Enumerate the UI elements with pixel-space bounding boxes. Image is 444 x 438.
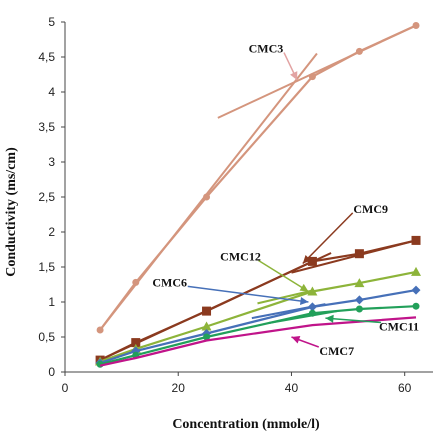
- annotation-arrowhead-cmc12: [299, 283, 309, 292]
- annotation-arrow-cmc6: [187, 285, 309, 303]
- annotation-label-cmc9: CMC9: [353, 202, 388, 216]
- fit-line-cmc3: [217, 24, 417, 119]
- data-point-cmc9: [411, 235, 421, 245]
- data-point-cmc9: [202, 306, 212, 316]
- annotation-arrow-cmc9: [302, 212, 354, 265]
- data-point-cmc9: [131, 338, 141, 348]
- y-tick-label: 2: [48, 225, 55, 239]
- data-point-cmc3: [132, 278, 140, 286]
- series-line-cmc11: [99, 305, 417, 366]
- y-tick-label: 0: [48, 365, 55, 379]
- fit-line-cmc11: [268, 310, 337, 324]
- data-point-cmc6: [411, 285, 421, 295]
- data-point-cmc3: [96, 326, 104, 334]
- annotation-label-cmc11: CMC11: [379, 320, 419, 334]
- data-point-cmc3: [412, 22, 420, 29]
- series-line-cmc3: [99, 24, 417, 331]
- x-tick-label: 40: [285, 381, 299, 395]
- x-axis-title: Concentration (mmole/l): [172, 417, 320, 432]
- data-point-cmc11: [308, 309, 316, 317]
- data-point-cmc3: [308, 73, 316, 81]
- data-point-cmc12: [201, 321, 212, 331]
- fit-line-cmc12: [257, 289, 315, 305]
- annotation-arrow-cmc12: [258, 259, 309, 293]
- data-point-cmc6: [307, 302, 317, 312]
- y-tick-label: 3,5: [38, 120, 55, 134]
- annotation-label-cmc6: CMC6: [152, 275, 187, 289]
- annotation-label-cmc12: CMC12: [220, 250, 261, 264]
- y-tick-label: 3: [48, 155, 55, 169]
- y-tick-label: 5: [48, 15, 55, 29]
- data-point-cmc11: [355, 305, 363, 313]
- y-tick-label: 2,5: [38, 190, 55, 204]
- annotation-label-cmc7: CMC7: [319, 344, 354, 358]
- y-tick-label: 1: [48, 295, 55, 309]
- annotation-arrowhead-cmc6: [299, 297, 309, 305]
- y-axis-title: Conductivity (ms/cm): [4, 147, 19, 277]
- data-point-cmc3: [203, 193, 211, 201]
- x-tick-label: 0: [62, 381, 69, 395]
- y-tick-label: 0,5: [38, 330, 55, 344]
- data-point-cmc11: [203, 333, 211, 341]
- annotation-arrowhead-cmc3: [290, 71, 298, 81]
- x-tick-label: 20: [172, 381, 186, 395]
- data-point-cmc9: [307, 256, 317, 266]
- annotation-arrow-cmc11: [325, 317, 382, 324]
- annotation-label-cmc3: CMC3: [249, 42, 284, 56]
- data-point-cmc12: [354, 278, 365, 288]
- series-line-cmc12: [99, 270, 417, 363]
- series-line-cmc6: [99, 289, 417, 364]
- y-tick-label: 4,5: [38, 50, 55, 64]
- x-tick-label: 60: [398, 381, 412, 395]
- fit-line-cmc9: [291, 239, 417, 274]
- annotation-arrowhead-cmc11: [325, 314, 334, 323]
- annotation-arrowhead-cmc7: [291, 335, 301, 344]
- data-point-cmc12: [411, 266, 422, 276]
- data-point-cmc6: [354, 295, 364, 305]
- data-point-cmc3: [355, 47, 363, 55]
- data-point-cmc11: [412, 302, 420, 310]
- y-tick-label: 1,5: [38, 260, 55, 274]
- data-point-cmc12: [307, 286, 318, 296]
- y-tick-label: 4: [48, 85, 55, 99]
- data-point-cmc9: [354, 249, 364, 259]
- annotation-arrowhead-cmc9: [302, 254, 312, 264]
